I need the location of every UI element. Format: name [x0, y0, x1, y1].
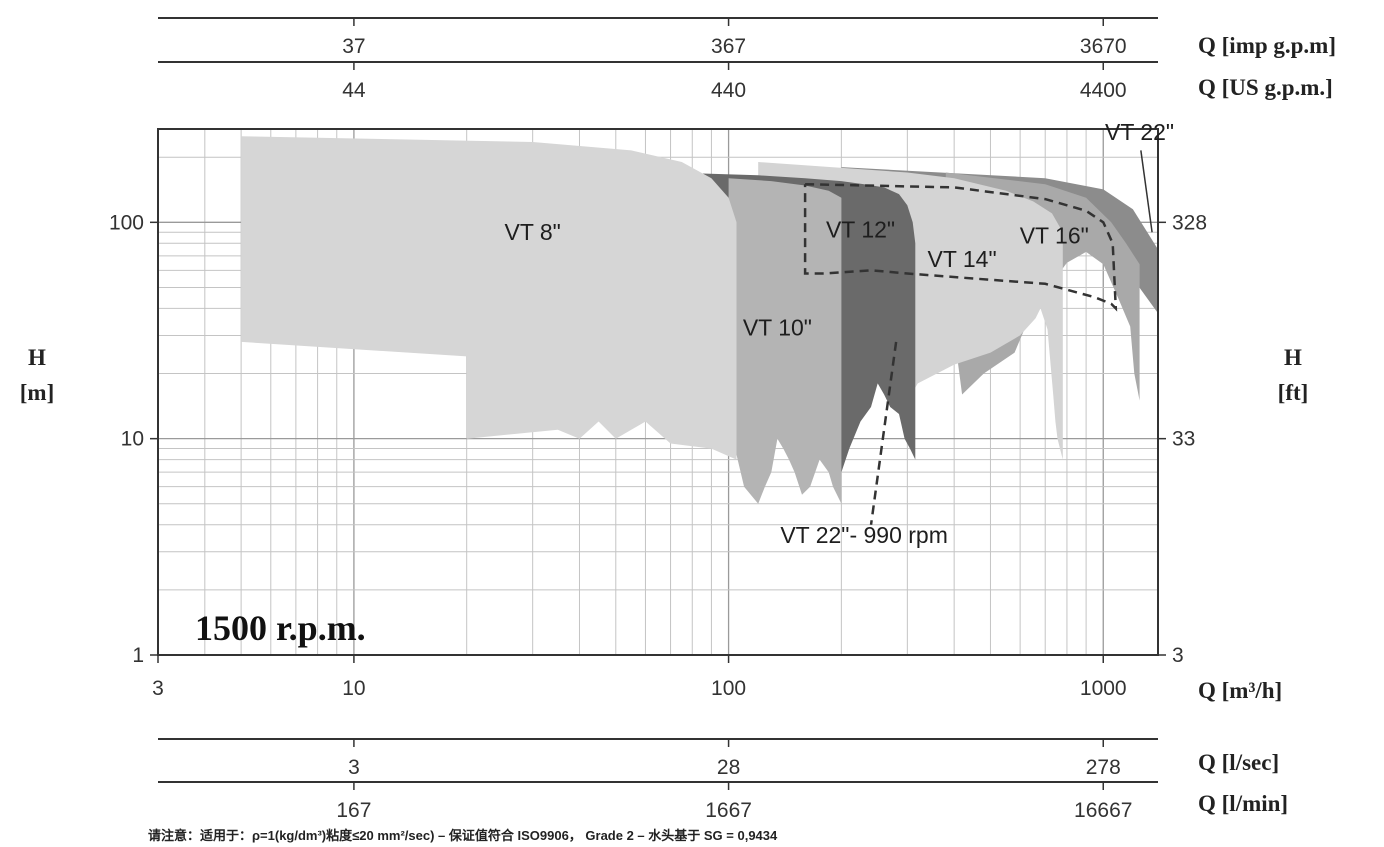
x-tick-label: 100	[711, 677, 746, 700]
secondary-tick-label: 16667	[1074, 799, 1132, 822]
right-axis-label-unit: [ft]	[1278, 380, 1309, 405]
series-vt-10-label: VT 10"	[743, 314, 812, 340]
series-vt-22-label: VT 22"	[1105, 119, 1174, 145]
x-axis-label: Q [m³/h]	[1198, 678, 1282, 703]
secondary-tick-label: 440	[711, 79, 746, 102]
x-tick-label: 3	[152, 677, 164, 700]
left-axis-label-unit: [m]	[20, 380, 54, 405]
y-right-tick-label: 33	[1172, 428, 1195, 451]
right-axis-label-h: H	[1284, 345, 1302, 370]
secondary-tick-label: 4400	[1080, 79, 1127, 102]
series-vt-22-990-rpm-leader	[869, 341, 898, 525]
secondary-tick-label: 3670	[1080, 35, 1127, 58]
series-vt-22-leader	[1140, 150, 1153, 233]
secondary-tick-label: 367	[711, 35, 746, 58]
axis-label-l-min: Q [l/min]	[1198, 791, 1288, 816]
left-axis-label-h: H	[28, 345, 46, 370]
series-vt-10-area	[728, 178, 842, 504]
series-vt-8-area	[241, 136, 737, 460]
y-tick-label: 100	[109, 211, 144, 234]
secondary-tick-label: 44	[342, 79, 366, 102]
secondary-tick-label: 1667	[705, 799, 752, 822]
axis-label-l-sec: Q [l/sec]	[1198, 750, 1279, 775]
y-right-tick-label: 328	[1172, 211, 1207, 234]
y-tick-label: 1	[132, 644, 144, 667]
bottom-secondary-axes: 3 28 278 167 1667 16667 Q [l/sec] Q [l/min]	[158, 738, 1288, 822]
y-right-tick-label: 3	[1172, 644, 1184, 667]
series-vt-22-990-rpm-label: VT 22"- 990 rpm	[780, 522, 948, 548]
axis-label-imp-gpm: Q [imp g.p.m]	[1198, 33, 1336, 58]
speed-label: 1500 r.p.m.	[195, 608, 366, 648]
secondary-tick-label: 167	[336, 799, 371, 822]
series-vt-14-label: VT 14"	[928, 246, 997, 272]
plot-area: VT 22" VT 16" VT 14" VT 12" VT 10" VT 8" VT 22…	[157, 119, 1174, 656]
x-tick-label: 10	[342, 677, 365, 700]
axis-label-us-gpm: Q [US g.p.m.]	[1198, 75, 1333, 100]
secondary-tick-label: 37	[342, 35, 365, 58]
series-vt-12-label: VT 12"	[826, 217, 895, 243]
top-secondary-axes: 37 367 3670 44 440 4400 Q [imp g.p.m] Q [US g…	[158, 17, 1336, 102]
footnote: 请注意：适用于：ρ=1(kg/dm³)粘度≤20 mm²/sec) – 保证值符…	[148, 828, 778, 843]
x-tick-label: 1000	[1080, 677, 1127, 700]
series-vt-8-label: VT 8"	[505, 219, 561, 245]
series-vt-16-label: VT 16"	[1020, 222, 1089, 248]
y-tick-label: 10	[121, 428, 144, 451]
secondary-tick-label: 28	[717, 756, 740, 779]
series-layer	[241, 136, 1158, 504]
series-vt-22-990-rpm-outline	[803, 182, 1118, 312]
secondary-tick-label: 278	[1086, 756, 1121, 779]
secondary-tick-label: 3	[348, 756, 360, 779]
